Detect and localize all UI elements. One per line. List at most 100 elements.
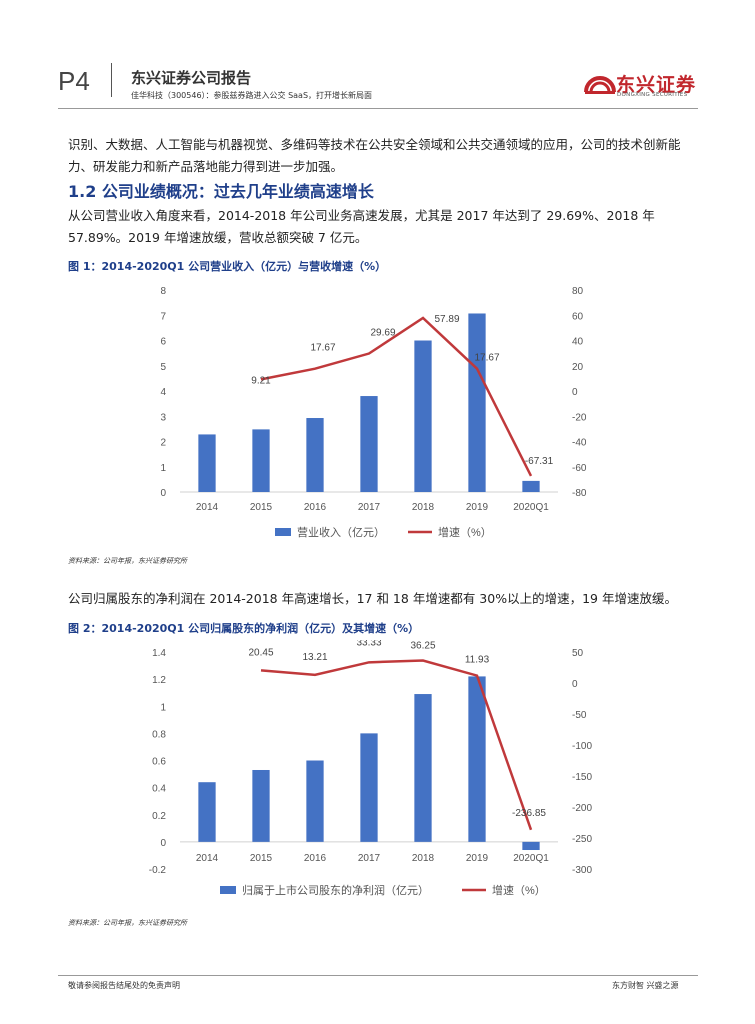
legend-bar-label: 归属于上市公司股东的净利润（亿元） xyxy=(242,883,429,897)
y-left-tick-label: 1 xyxy=(160,702,166,713)
x-tick-label: 2016 xyxy=(304,853,327,864)
bar xyxy=(522,480,540,492)
bar xyxy=(198,434,216,492)
y-left-tick-label: 1.4 xyxy=(152,648,166,659)
dongxing-logo-icon xyxy=(584,76,616,94)
bar xyxy=(414,340,432,492)
y-left-tick-label: 0 xyxy=(160,488,166,499)
y-left-tick-label: 2 xyxy=(160,438,166,449)
y-left-tick-label: -0.2 xyxy=(149,865,167,876)
paragraph-2: 从公司营业收入角度来看，2014-2018 年公司业务高速发展，尤其是 2017… xyxy=(68,208,655,245)
data-label: 33.33 xyxy=(356,640,381,648)
report-subtitle: 佳华科技（300546）：参股兹券路进入公交 SaaS，打开增长新局面 xyxy=(131,91,373,100)
data-label: 13.21 xyxy=(302,652,327,663)
y-left-tick-label: 0 xyxy=(160,838,166,849)
footer-rule xyxy=(58,975,698,976)
revenue-chart: 0 1 2 3 4 5 6 7 8 -80 -60 -40 -20 0 20 40 60 80 2014 2015 20… xyxy=(160,286,587,539)
legend-line-label: 增速（%） xyxy=(492,883,546,897)
paragraph-1: 识别、大数据、人工智能与机器视觉、多维码等技术在公共安全领域和公共交通领域的应用… xyxy=(68,137,681,174)
data-label: -67.31 xyxy=(525,456,554,467)
legend-bar-swatch xyxy=(220,886,236,894)
bar xyxy=(198,782,216,842)
data-label: 11.93 xyxy=(465,655,490,666)
y-left-tick-label: 3 xyxy=(160,412,166,423)
logo-english-text: DONGXING SECURITIES xyxy=(617,92,688,98)
y-right-tick-label: 60 xyxy=(572,311,584,322)
bar xyxy=(252,429,270,492)
bar xyxy=(522,841,540,851)
y-right-tick-label: -50 xyxy=(572,710,587,721)
y-right-tick-label: -200 xyxy=(572,803,592,814)
figure-1-source: 资料来源：公司年报，东兴证券研究所 xyxy=(68,557,187,565)
y-right-tick-label: 0 xyxy=(572,679,578,690)
footer-disclaimer: 敬请参阅报告结尾处的免责声明 xyxy=(68,981,180,990)
x-tick-label: 2015 xyxy=(250,853,273,864)
bar xyxy=(414,694,432,842)
x-tick-label: 2014 xyxy=(196,502,219,513)
logo-text: 东兴证券 xyxy=(616,74,697,96)
data-label: 29.69 xyxy=(370,328,395,339)
y-right-tick-label: 0 xyxy=(572,387,578,398)
net-profit-chart: -0.2 0 0.2 0.4 0.6 0.8 1 1.2 1.4 -300 -250 -200 -150… xyxy=(149,640,593,897)
y-left-tick-label: 5 xyxy=(160,362,166,373)
section-title: 1.2 公司业绩概况：过去几年业绩高速增长 xyxy=(68,182,374,201)
data-label: 36.25 xyxy=(410,641,435,652)
data-label: -236.85 xyxy=(512,808,546,819)
growth-line xyxy=(260,316,533,477)
x-tick-label: 2016 xyxy=(304,502,327,513)
y-right-tick-label: -300 xyxy=(572,865,592,876)
data-label: 57.89 xyxy=(434,314,459,325)
y-right-tick-label: -100 xyxy=(572,741,592,752)
y-right-tick-label: 50 xyxy=(572,648,584,659)
x-tick-label: 2017 xyxy=(358,502,381,513)
y-left-tick-label: 8 xyxy=(160,286,166,297)
figure-2-title: 图 2：2014-2020Q1 公司归属股东的净利润（亿元）及其增速（%） xyxy=(68,622,420,635)
figure-1-title: 图 1：2014-2020Q1 公司营业收入（亿元）与营收增速（%） xyxy=(68,260,387,273)
data-label: 17.67 xyxy=(474,353,499,364)
footer-slogan: 东方财智 兴盛之源 xyxy=(612,981,679,990)
bar xyxy=(360,733,378,842)
bar xyxy=(306,418,324,492)
y-left-tick-label: 0.6 xyxy=(152,757,166,768)
x-tick-label: 2020Q1 xyxy=(513,853,549,864)
y-right-tick-label: -150 xyxy=(572,772,592,783)
y-left-tick-label: 4 xyxy=(160,387,166,398)
y-right-tick-label: 80 xyxy=(572,286,584,297)
x-tick-label: 2018 xyxy=(412,853,435,864)
legend-line-label: 增速（%） xyxy=(438,525,492,539)
figure-2-source: 资料来源：公司年报，东兴证券研究所 xyxy=(68,919,187,927)
page-number: P4 xyxy=(58,66,90,96)
header-rule xyxy=(58,108,698,109)
y-left-tick-label: 0.2 xyxy=(152,811,166,822)
x-tick-label: 2020Q1 xyxy=(513,502,549,513)
x-tick-label: 2014 xyxy=(196,853,219,864)
header-divider xyxy=(111,63,112,97)
y-right-tick-label: 20 xyxy=(572,362,584,373)
y-right-tick-label: -80 xyxy=(572,488,587,499)
legend-bar-swatch xyxy=(275,528,291,536)
x-tick-label: 2019 xyxy=(466,502,489,513)
y-left-tick-label: 6 xyxy=(160,337,166,348)
data-label: 20.45 xyxy=(248,647,273,658)
y-left-tick-label: 0.4 xyxy=(152,784,166,795)
bar xyxy=(468,676,486,842)
data-label: 17.67 xyxy=(310,343,335,354)
data-label: 9.21 xyxy=(251,375,271,386)
report-title: 东兴证券公司报告 xyxy=(131,69,252,87)
bar xyxy=(306,760,324,842)
growth-line xyxy=(260,659,533,831)
y-right-tick-label: 40 xyxy=(572,337,584,348)
bar xyxy=(360,396,378,492)
y-right-tick-label: -20 xyxy=(572,412,587,423)
y-right-tick-label: -60 xyxy=(572,463,587,474)
x-tick-label: 2019 xyxy=(466,853,489,864)
x-tick-label: 2015 xyxy=(250,502,273,513)
y-left-tick-label: 1 xyxy=(160,463,166,474)
x-tick-label: 2017 xyxy=(358,853,381,864)
y-right-tick-label: -40 xyxy=(572,438,587,449)
y-left-tick-label: 1.2 xyxy=(152,675,166,686)
bar xyxy=(468,313,486,492)
y-right-tick-label: -250 xyxy=(572,834,592,845)
y-left-tick-label: 7 xyxy=(160,311,166,322)
bar xyxy=(252,769,270,842)
